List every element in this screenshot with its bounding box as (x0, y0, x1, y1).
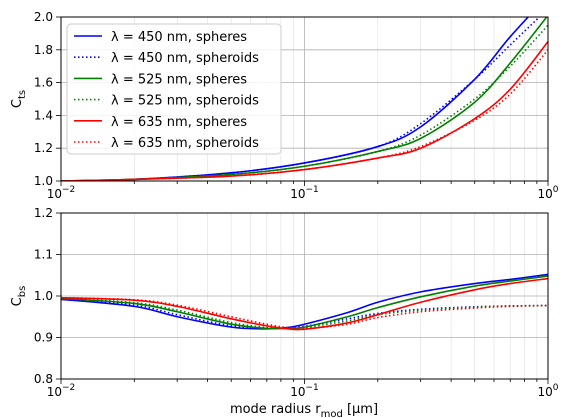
chart-panel-bottom: 10−2 10−1 100 0.80.91.01.11.2 Cbs mode rad… (10, 206, 559, 418)
y-tick-label: 1.0 (34, 289, 53, 303)
x-axis-label: mode radius rmod [μm] (230, 402, 378, 418)
x-tick-label: 10−1 (290, 185, 319, 201)
x-tick-label: 100 (537, 383, 558, 399)
y-ticks: 0.8 0.9 1.0 1.1 1.2 (34, 206, 61, 386)
legend-label: λ = 525 nm, spheroids (111, 94, 259, 109)
legend-label: λ = 635 nm, spheroids (111, 136, 259, 151)
y-tick-label: 1.4 (34, 108, 53, 122)
y-tick-label: 0.8 (34, 372, 53, 386)
legend-label: λ = 450 nm, spheroids (111, 51, 259, 66)
y-tick-label: 1.2 (34, 206, 53, 220)
legend-label: λ = 450 nm, spheres (111, 30, 247, 45)
y-tick-label: 0.9 (34, 331, 53, 345)
y-tick-label: 1.2 (34, 141, 53, 155)
x-ticks: 10−2 10−1 100 (47, 181, 559, 201)
chart-panel-top: 10−2 10−1 100 1.01.21.41.61.82.0 Cts λ = 4… (10, 0, 559, 201)
legend-label: λ = 525 nm, spheres (111, 72, 247, 87)
y-tick-label: 2.0 (34, 10, 53, 24)
grid-lines (61, 213, 548, 379)
y-tick-label: 1.0 (34, 174, 53, 188)
y-ticks: 1.0 1.2 1.4 1.6 1.8 2.0 (34, 10, 61, 188)
x-tick-label: 10−1 (290, 383, 319, 399)
y-tick-label: 1.6 (34, 76, 53, 90)
y-tick-label: 1.8 (34, 43, 53, 57)
y-tick-label: 1.1 (34, 248, 53, 262)
y-axis-label: Cbs (10, 286, 28, 307)
x-ticks: 10−2 10−1 100 (47, 379, 559, 399)
x-tick-label: 100 (537, 185, 558, 201)
legend: λ = 450 nm, spheres λ = 450 nm, spheroids… (67, 24, 281, 154)
legend-label: λ = 635 nm, spheres (111, 115, 247, 130)
y-axis-label: Cts (10, 90, 28, 108)
